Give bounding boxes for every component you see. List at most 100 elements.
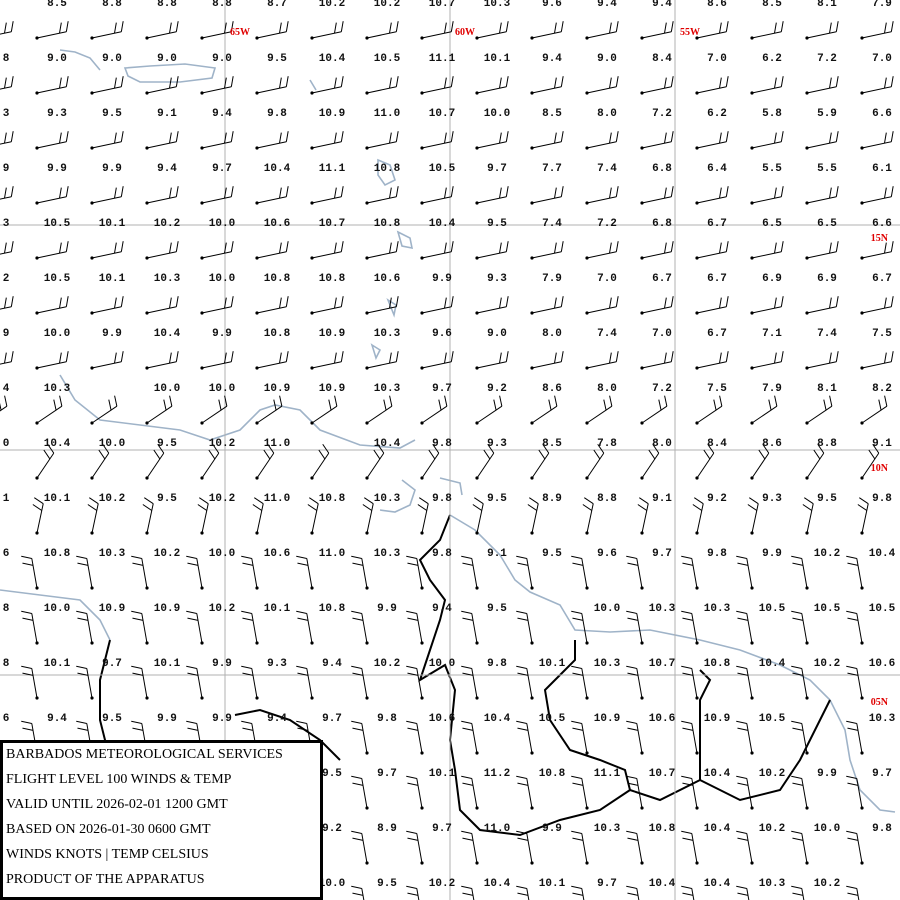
- barb-staff: [806, 306, 837, 314]
- barb-feather: [737, 782, 749, 786]
- barb-feather: [352, 617, 364, 621]
- barb-staff: [586, 452, 605, 479]
- barb-feather: [829, 22, 832, 34]
- temperature: 10.3: [374, 493, 401, 505]
- temperature: 10.6: [649, 713, 675, 725]
- temperature-edge: 3: [3, 218, 10, 230]
- temperature: 7.2: [652, 383, 672, 395]
- temperature: 10.4: [869, 548, 896, 560]
- barb-feather: [334, 77, 337, 89]
- barb-feather: [499, 352, 502, 364]
- barb-feather: [131, 555, 142, 559]
- temperature: 10.5: [759, 603, 786, 615]
- barb-feather: [529, 497, 539, 505]
- barb-staff: [366, 452, 385, 479]
- island: [396, 230, 414, 250]
- barb-staff: [306, 558, 313, 589]
- barb-feather: [406, 665, 417, 669]
- temperature: 10.2: [759, 823, 785, 835]
- barb-staff: [201, 405, 228, 424]
- barb-feather: [450, 76, 454, 87]
- temperature: 10.5: [44, 273, 71, 285]
- barb-feather: [4, 395, 8, 407]
- barb-feather: [230, 186, 234, 197]
- barb-feather: [186, 555, 197, 559]
- temperature: 6.8: [652, 218, 672, 230]
- barb-staff: [366, 251, 397, 259]
- barb-staff: [696, 405, 723, 424]
- temperature: 9.4: [157, 163, 177, 175]
- barb-staff: [196, 613, 203, 644]
- temperature: 7.5: [872, 328, 892, 340]
- barb-staff: [531, 361, 562, 369]
- barb-feather: [597, 443, 605, 454]
- barb-staff: [586, 361, 617, 369]
- temperature: 7.0: [597, 273, 617, 285]
- temperature: 8.8: [102, 0, 122, 10]
- barb-feather: [309, 497, 319, 505]
- barb-feather: [571, 665, 582, 669]
- barb-staff: [531, 141, 562, 149]
- barb-staff: [806, 405, 833, 424]
- barb-feather: [878, 399, 882, 411]
- temperature: 9.4: [432, 603, 452, 615]
- barb-feather: [241, 720, 252, 724]
- temperature: 9.9: [542, 823, 562, 835]
- barb-feather: [22, 727, 34, 731]
- barb-feather: [719, 187, 722, 199]
- map-labels: 8.5 8.8 8.8 8.8 8.7 10.2 10.2 10.7 10.3 9.6 9.4 9.4…: [3, 0, 896, 890]
- barb-feather: [890, 131, 894, 142]
- barb-feather: [461, 555, 472, 559]
- barb-feather: [682, 782, 694, 786]
- barb-staff: [36, 405, 63, 424]
- barb-staff: [806, 31, 837, 39]
- barb-feather: [572, 672, 584, 676]
- barb-feather: [224, 352, 227, 364]
- barb-feather: [737, 562, 749, 566]
- barb-staff: [746, 613, 753, 644]
- temperature: 6.7: [707, 218, 727, 230]
- barb-staff: [201, 196, 232, 204]
- barb-feather: [187, 617, 199, 621]
- temperature: 7.4: [597, 163, 617, 175]
- barb-feather: [615, 76, 619, 87]
- barb-staff: [361, 558, 368, 589]
- barb-staff: [636, 558, 643, 589]
- barb-feather: [682, 727, 694, 731]
- temperature: 11.1: [429, 53, 456, 65]
- barb-feather: [241, 555, 252, 559]
- temperature: 9.3: [267, 658, 287, 670]
- temperature: 10.7: [649, 768, 675, 780]
- barb-staff: [696, 196, 727, 204]
- hispaniola-coast: [59, 49, 101, 71]
- barb-staff: [91, 405, 118, 424]
- temperature: 9.0: [212, 53, 232, 65]
- barb-feather: [34, 497, 44, 505]
- barb-staff: [251, 668, 258, 699]
- barb-feather: [208, 449, 216, 460]
- barb-staff: [691, 888, 695, 900]
- barb-staff: [641, 306, 672, 314]
- barb-feather: [186, 665, 197, 669]
- barb-feather: [77, 672, 89, 676]
- barb-staff: [751, 31, 782, 39]
- barb-staff: [696, 31, 727, 39]
- barb-feather: [120, 241, 124, 252]
- temperature: 10.7: [649, 658, 675, 670]
- barb-staff: [476, 31, 507, 39]
- barb-feather: [681, 830, 692, 834]
- barb-feather: [670, 296, 674, 307]
- temperature: 8.6: [762, 438, 782, 450]
- temperature: 10.2: [154, 218, 180, 230]
- barb-staff: [421, 141, 452, 149]
- temperature: 6.6: [872, 218, 892, 230]
- barb-feather: [334, 297, 337, 309]
- barb-feather: [884, 352, 887, 364]
- temperature: 10.4: [704, 878, 731, 890]
- barb-staff: [366, 306, 397, 314]
- barb-feather: [792, 727, 804, 731]
- barb-feather: [505, 21, 509, 32]
- barb-feather: [707, 443, 715, 454]
- barb-feather: [10, 186, 14, 197]
- temperature: 9.4: [47, 713, 67, 725]
